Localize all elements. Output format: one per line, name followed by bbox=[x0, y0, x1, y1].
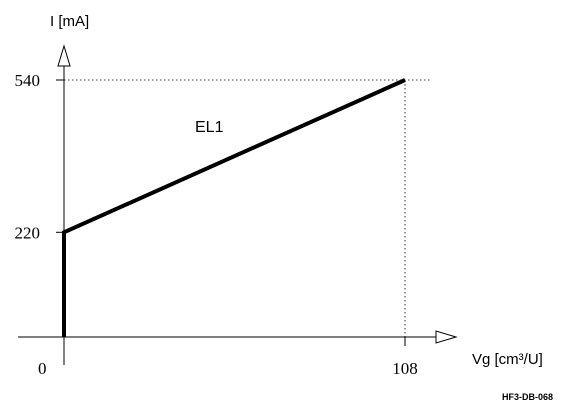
y-tick-label-540: 540 bbox=[15, 71, 41, 90]
y-axis-title: I [mA] bbox=[50, 13, 89, 30]
x-tick-label-108: 108 bbox=[392, 359, 418, 378]
figure-code: HF3-DB-068 bbox=[502, 392, 553, 402]
y-tick-label-220: 220 bbox=[15, 223, 41, 242]
x-axis-title: Vg [cm³/U] bbox=[472, 351, 543, 368]
x-axis-arrow bbox=[435, 330, 458, 344]
origin-label: 0 bbox=[38, 359, 47, 378]
series-line-el1 bbox=[62, 78, 406, 337]
series-label-el1: EL1 bbox=[195, 119, 224, 136]
y-axis-arrow bbox=[57, 44, 71, 67]
